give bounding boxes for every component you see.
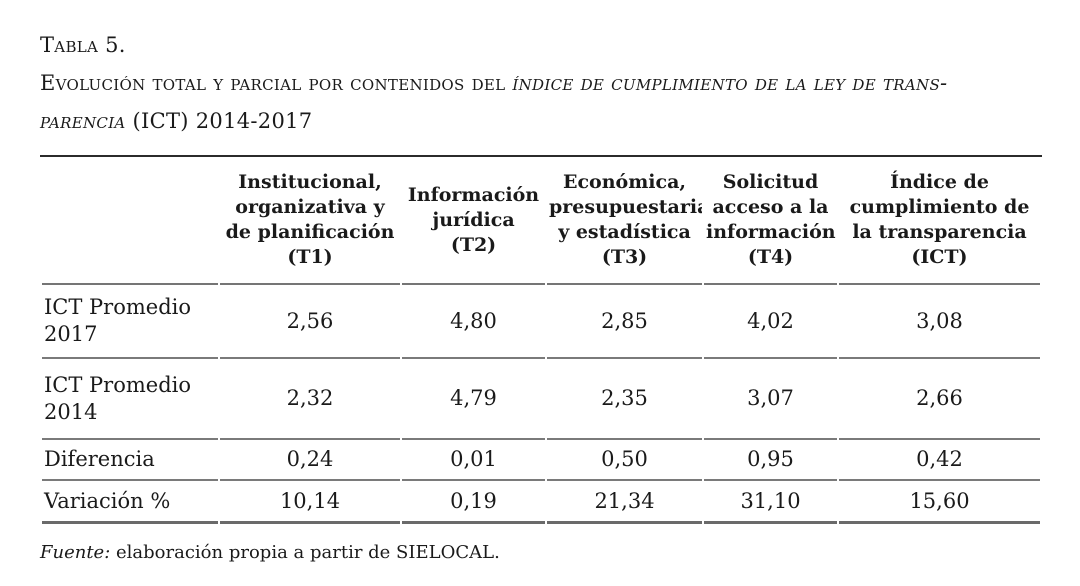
table-row: Diferencia 0,24 0,01 0,50 0,95 0,42 [42,440,1040,481]
row-label: ICT Promedio 2014 [42,359,218,440]
cell-value-total: 2,66 [839,359,1040,440]
cell-value: 2,56 [220,285,400,359]
cell-value: 0,50 [547,440,702,481]
cell-value: 2,85 [547,285,702,359]
cell-value: 15,60 [839,481,1040,524]
header-row: Institucional, organizativa y de planifi… [42,157,1040,285]
cell-value: 0,19 [402,481,545,524]
cell-value: 2,35 [547,359,702,440]
table-title-italic-part1: índice de cumplimiento de la ley de tran… [512,71,948,95]
cell-value: 3,07 [704,359,837,440]
table-row: ICT Promedio 2017 2,56 4,80 2,85 4,02 3,… [42,285,1040,359]
cell-value: 31,10 [704,481,837,524]
cell-value: 2,32 [220,359,400,440]
ict-data-table: Institucional, organizativa y de planifi… [40,155,1042,524]
column-header-t2: Información jurídica (T2) [402,157,545,285]
cell-value-total: 3,08 [839,285,1040,359]
cell-value: 0,95 [704,440,837,481]
table-caption-label: Tabla 5. [40,33,126,57]
cell-value: 21,34 [547,481,702,524]
row-label: Variación % [42,481,218,524]
cell-value: 0,24 [220,440,400,481]
cell-value: 10,14 [220,481,400,524]
source-note: Fuente: elaboración propia a partir de S… [40,541,1040,565]
table-title-suffix: (ICT) 2014-2017 [125,109,313,133]
row-label: Diferencia [42,440,218,481]
cell-value: 0,42 [839,440,1040,481]
source-note-text: elaboración propia a partir de SIELOCAL. [110,542,500,563]
table-title: Evolución total y parcial por contenidos… [40,71,947,133]
table-title-italic-part2: parencia [40,109,126,133]
cell-value: 4,02 [704,285,837,359]
table-row: Variación % 10,14 0,19 21,34 31,10 15,60 [42,481,1040,524]
column-header-t4: Solicitud acceso a la información (T4) [704,157,837,285]
column-header-t1: Institucional, organizativa y de planifi… [220,157,400,285]
row-label: ICT Promedio 2017 [42,285,218,359]
table-title-normal: Evolución total y parcial por contenidos… [40,71,513,95]
table-caption: Tabla 5. Evolución total y parcial por c… [40,26,1040,140]
column-header-ict: Índice de cumplimiento de la transparenc… [839,157,1040,285]
source-note-label: Fuente: [40,542,111,563]
cell-value: 4,79 [402,359,545,440]
column-header-t3: Económica, presupuestaria y estadística … [547,157,702,285]
cell-value: 4,80 [402,285,545,359]
cell-value: 0,01 [402,440,545,481]
column-header-empty [42,157,218,285]
table-row: ICT Promedio 2014 2,32 4,79 2,35 3,07 2,… [42,359,1040,440]
